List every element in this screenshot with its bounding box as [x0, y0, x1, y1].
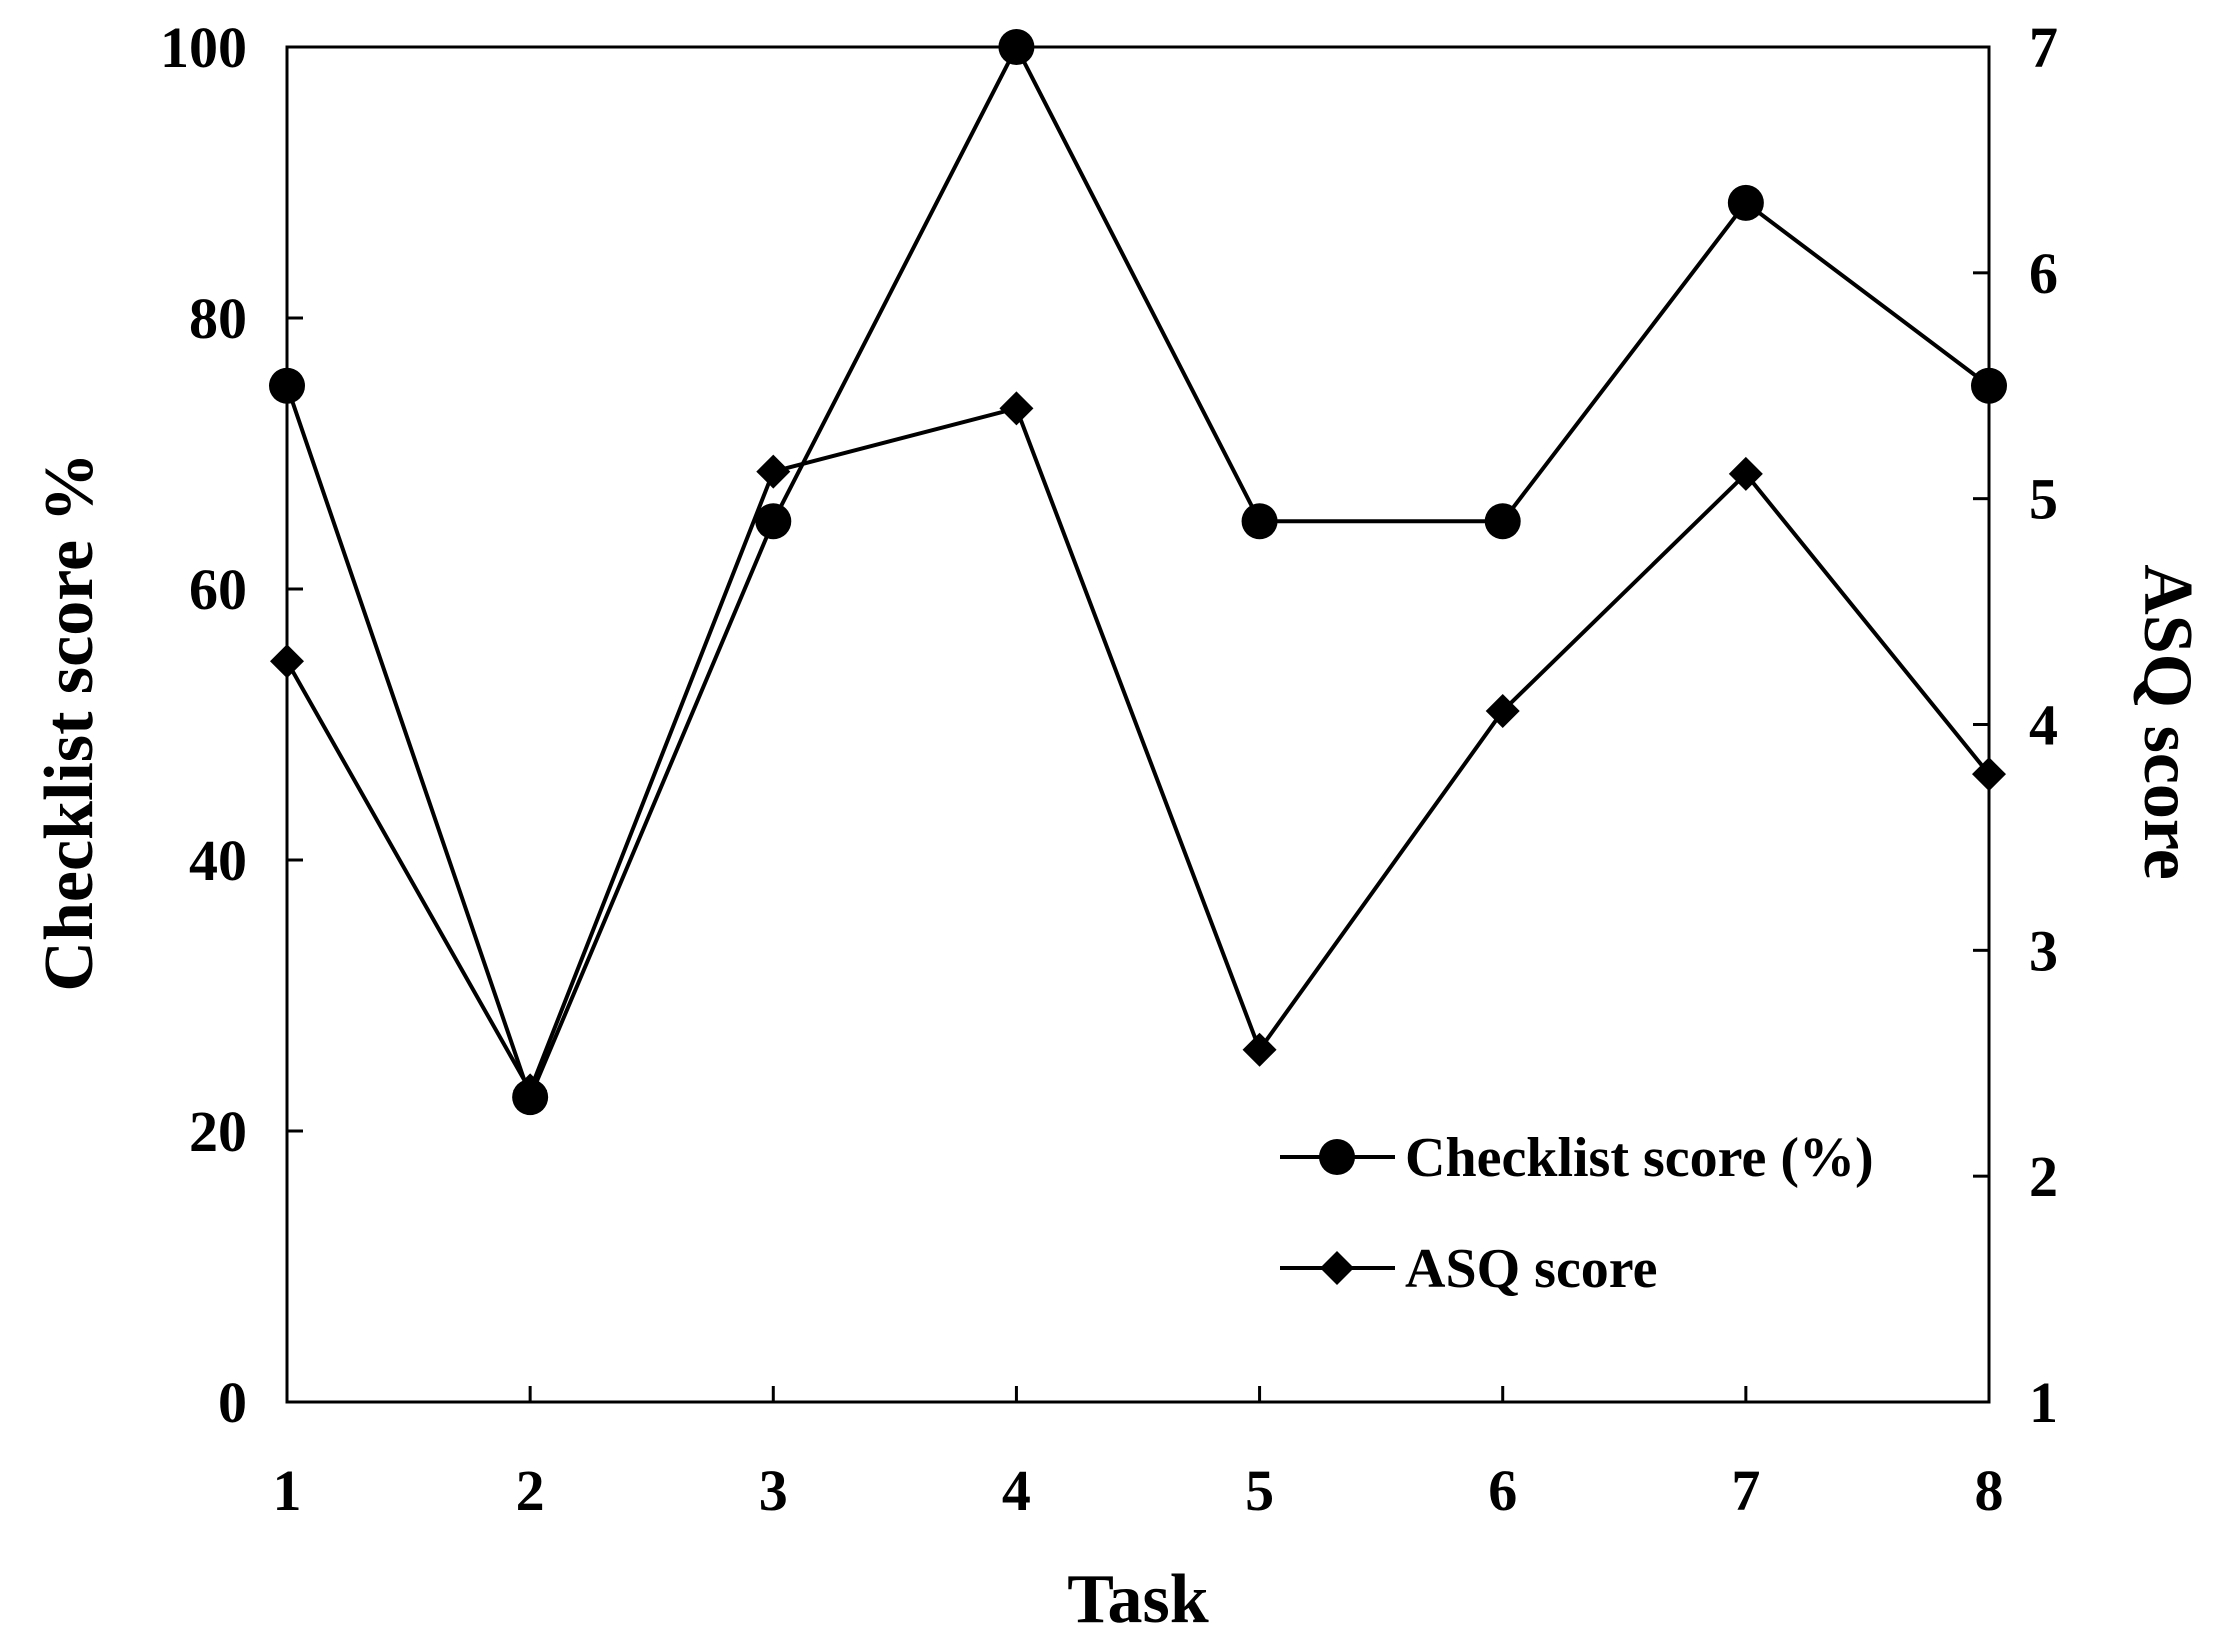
data-point-checklist [1241, 503, 1278, 540]
x-tick-label: 1 [273, 1458, 302, 1523]
data-point-asq [1972, 757, 2006, 792]
x-tick-label: 5 [1245, 1458, 1274, 1523]
y2-tick-label: 6 [2029, 241, 2058, 306]
y-axis-right-title: ASQ score [2129, 564, 2206, 880]
data-point-asq [1728, 456, 1763, 491]
y-axis-left-ticks: 0 20 40 60 80 100 [160, 15, 303, 1435]
legend-marker-asq [1320, 1251, 1354, 1285]
legend-label-asq: ASQ score [1405, 1238, 1658, 1300]
legend: Checklist score (%) ASQ score [1280, 1127, 1874, 1300]
x-axis-title: Task [1067, 1561, 1209, 1635]
y2-tick-label: 5 [2029, 467, 2058, 532]
data-point-checklist [1484, 503, 1521, 540]
y2-tick-label: 2 [2029, 1144, 2058, 1209]
y-tick-label: 80 [189, 286, 247, 351]
x-tick-label: 2 [516, 1458, 545, 1523]
data-point-asq [270, 644, 304, 679]
y-axis-left-title: Checklist score % [31, 452, 108, 991]
x-tick-label: 7 [1731, 1458, 1760, 1523]
y2-tick-label: 7 [2029, 15, 2058, 80]
y-axis-right-ticks: 1 2 3 4 5 6 7 [1973, 15, 2058, 1435]
x-axis-ticks: 1 2 3 4 5 6 7 8 [273, 1386, 2004, 1523]
x-tick-label: 6 [1488, 1458, 1517, 1523]
y-tick-label: 0 [218, 1370, 247, 1435]
data-point-asq [513, 1073, 548, 1108]
y-tick-label: 60 [189, 557, 247, 622]
data-point-asq [1242, 1032, 1277, 1067]
data-point-asq [1485, 693, 1520, 728]
x-tick-label: 4 [1002, 1458, 1031, 1523]
legend-marker-checklist [1319, 1139, 1355, 1175]
y2-tick-label: 4 [2029, 693, 2058, 758]
y-tick-label: 40 [189, 828, 247, 893]
data-point-checklist [1727, 184, 1764, 221]
data-point-checklist [755, 503, 792, 540]
series-line-asq [285, 405, 1991, 1095]
series-markers [269, 29, 2007, 1116]
y2-tick-label: 3 [2029, 918, 2058, 983]
series-line-checklist [285, 42, 1991, 1103]
x-tick-label: 3 [759, 1458, 788, 1523]
data-point-asq [756, 454, 791, 489]
data-point-checklist [269, 367, 305, 404]
data-point-asq [999, 391, 1034, 426]
y2-tick-label: 1 [2029, 1370, 2058, 1435]
legend-label-checklist: Checklist score (%) [1405, 1127, 1874, 1189]
y-tick-label: 100 [160, 15, 247, 80]
y-tick-label: 20 [189, 1099, 247, 1164]
series-lines [285, 42, 1991, 1103]
x-tick-label: 8 [1975, 1458, 2004, 1523]
data-point-checklist [1971, 367, 2007, 404]
data-point-checklist [998, 29, 1035, 65]
